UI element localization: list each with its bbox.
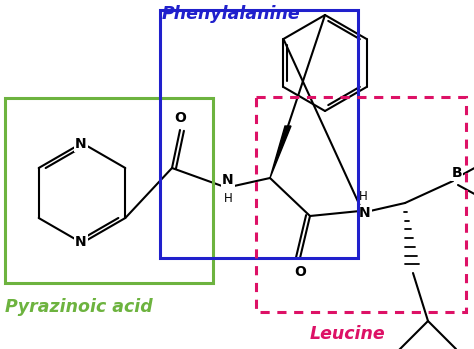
Text: H: H	[224, 192, 232, 205]
Text: Pyrazinoic acid: Pyrazinoic acid	[5, 298, 153, 316]
Bar	[160, 10, 358, 258]
Bar	[256, 97, 466, 312]
Text: Phenylalanine: Phenylalanine	[162, 5, 301, 23]
Text: B: B	[452, 166, 462, 180]
Text: Leucine: Leucine	[310, 325, 386, 343]
Text: N: N	[359, 206, 371, 220]
Text: N: N	[75, 137, 87, 151]
Text: O: O	[174, 111, 186, 125]
Text: N: N	[222, 173, 234, 187]
Text: H: H	[359, 190, 367, 202]
Bar	[5, 98, 213, 283]
Polygon shape	[270, 126, 291, 178]
Text: O: O	[294, 265, 306, 279]
Text: N: N	[75, 235, 87, 249]
